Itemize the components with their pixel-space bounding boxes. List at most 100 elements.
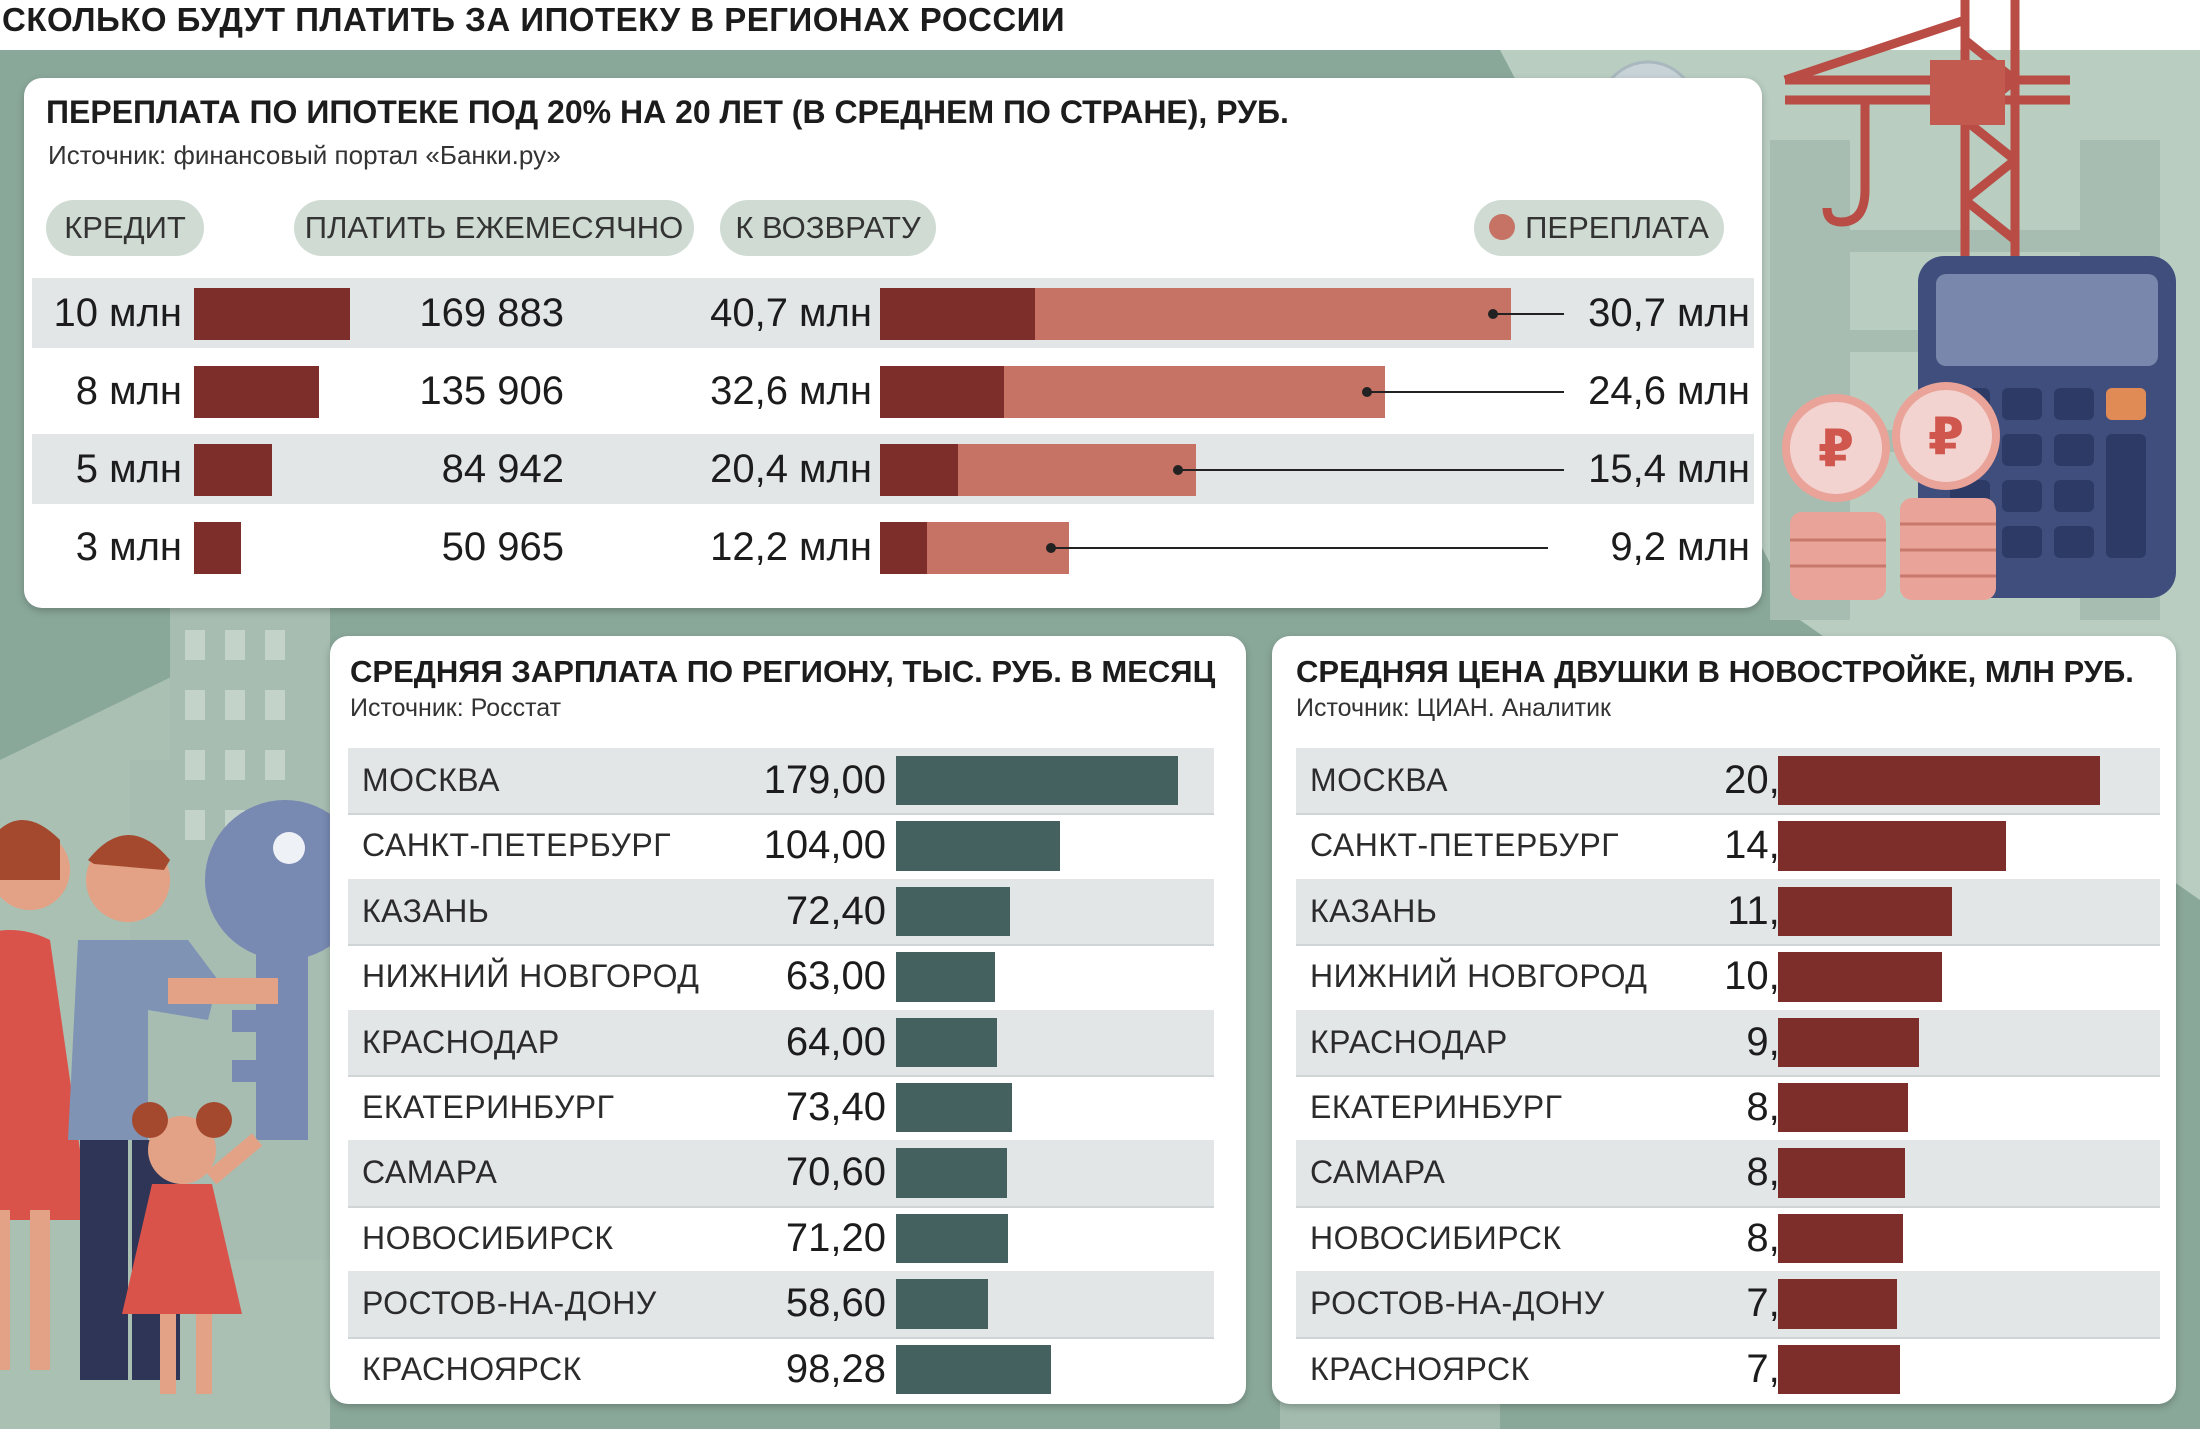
value-label: 70,60 — [785, 1150, 886, 1195]
salary-source: Источник: Росстат — [350, 694, 562, 722]
monthly-payment: 50 965 — [441, 525, 564, 569]
region-label: НОВОСИБИРСК — [1310, 1219, 1562, 1256]
overpay-legend-dot — [1489, 214, 1516, 241]
value-bar — [1778, 1083, 1908, 1133]
value-label: 8,3 — [1746, 1085, 1802, 1129]
region-label: САНКТ-ПЕТЕРБУРГ — [362, 827, 672, 864]
total-label: 20,4 млн — [710, 447, 872, 491]
row-divider — [348, 1075, 1214, 1077]
region-label: КРАСНОДАР — [1310, 1023, 1508, 1060]
value-label: 8,1 — [1746, 1150, 1802, 1195]
value-label: 20,6 — [1724, 758, 1802, 802]
region-label: НИЖНИЙ НОВГОРОД — [1310, 958, 1648, 995]
salary-card: СРЕДНЯЯ ЗАРПЛАТА ПО РЕГИОНУ, ТЫС. РУБ. В… — [330, 636, 1246, 1404]
row-divider — [348, 944, 1214, 947]
row-band — [1296, 1271, 2160, 1337]
credit-label: 3 млн — [75, 525, 182, 569]
region-label: ЕКАТЕРИНБУРГ — [1310, 1089, 1563, 1125]
overpay-label: 15,4 млн — [1564, 434, 1750, 504]
value-bar — [1778, 1279, 1897, 1329]
leader-line — [1492, 313, 1566, 315]
region-label: КАЗАНЬ — [1310, 892, 1438, 929]
value-label: 7,6 — [1746, 1281, 1802, 1326]
price-source: Источник: ЦИАН. Аналитик — [1296, 694, 1611, 722]
overpay-label: 30,7 млн — [1564, 278, 1750, 348]
row-band — [1296, 1009, 2160, 1075]
credit-label: 8 млн — [75, 369, 182, 413]
value-label: 8,0 — [1746, 1215, 1802, 1260]
column-header-total: К ВОЗВРАТУ — [720, 200, 936, 256]
value-bar — [896, 1083, 1012, 1133]
row-band — [1296, 1140, 2160, 1206]
overpay-bar — [926, 522, 1070, 574]
region-label: НИЖНИЙ НОВГОРОД — [362, 958, 700, 995]
value-bar — [896, 1279, 989, 1329]
value-label: 73,40 — [785, 1085, 886, 1129]
credit-bar — [194, 522, 241, 574]
row-band — [348, 1271, 1214, 1337]
overpay-bar — [1004, 366, 1386, 418]
monthly-payment: 135 906 — [419, 369, 564, 413]
overpay-legend-label: ПЕРЕПЛАТА — [1525, 210, 1709, 245]
value-label: 63,00 — [785, 954, 886, 999]
region-label: САМАРА — [1310, 1154, 1446, 1191]
value-bar — [896, 952, 996, 1002]
row-divider — [1296, 1205, 2160, 1208]
value-bar — [1778, 1148, 1905, 1198]
value-label: 71,20 — [785, 1215, 886, 1260]
region-label: КРАСНОЯРСК — [362, 1350, 582, 1387]
value-label: 98,28 — [785, 1346, 886, 1391]
value-bar — [1778, 821, 2007, 871]
overpayment-card: ПЕРЕПЛАТА ПО ИПОТЕКЕ ПОД 20% НА 20 ЛЕТ (… — [24, 78, 1762, 608]
family-icon — [0, 820, 278, 1394]
value-label: 10,5 — [1724, 954, 1802, 999]
value-bar — [1778, 1017, 1919, 1067]
value-bar — [896, 821, 1060, 871]
region-label: САМАРА — [362, 1154, 498, 1191]
row-band — [348, 878, 1214, 945]
value-bar — [1778, 886, 1952, 937]
value-label: 9,0 — [1746, 1019, 1802, 1064]
value-bar — [896, 1344, 1051, 1394]
value-bar — [1778, 952, 1943, 1002]
value-bar — [1778, 1344, 1900, 1394]
monthly-payment: 84 942 — [441, 447, 564, 491]
credit-label: 5 млн — [75, 447, 182, 491]
credit-bar — [194, 366, 319, 418]
value-bar — [896, 1213, 1009, 1264]
region-label: САНКТ-ПЕТЕРБУРГ — [1310, 827, 1620, 864]
price-title: СРЕДНЯЯ ЦЕНА ДВУШКИ В НОВОСТРОЙКЕ, МЛН Р… — [1296, 654, 2134, 689]
leader-line — [1367, 391, 1566, 393]
row-divider — [1296, 1075, 2160, 1077]
overpayment-source: Источник: финансовый портал «Банки.ру» — [48, 140, 561, 170]
row-band — [1296, 878, 2160, 945]
value-label: 7,8 — [1746, 1346, 1802, 1391]
value-bar — [896, 1148, 1008, 1198]
value-label: 64,00 — [785, 1019, 886, 1064]
row-divider — [348, 1336, 1214, 1339]
value-bar — [1778, 756, 2100, 806]
credit-bar — [194, 444, 272, 496]
key-icon — [205, 800, 365, 1140]
value-label: 104,00 — [763, 823, 886, 868]
row-divider — [348, 1205, 1214, 1208]
credit-label: 10 млн — [53, 291, 182, 335]
column-header-overpay: ПЕРЕПЛАТА — [1474, 200, 1724, 256]
overpay-bar — [957, 444, 1197, 496]
principal-bar — [880, 366, 1004, 418]
row-divider — [348, 813, 1214, 816]
column-header-monthly: ПЛАТИТЬ ЕЖЕМЕСЯЧНО — [294, 200, 694, 256]
total-label: 32,6 млн — [710, 369, 872, 413]
total-label: 12,2 млн — [710, 525, 872, 569]
column-header-credit: КРЕДИТ — [46, 200, 204, 256]
row-divider — [1296, 813, 2160, 816]
overpayment-title: ПЕРЕПЛАТА ПО ИПОТЕКЕ ПОД 20% НА 20 ЛЕТ (… — [46, 94, 1289, 130]
value-label: 14,6 — [1724, 823, 1802, 868]
value-bar — [1778, 1213, 1904, 1264]
svg-text:₽: ₽ — [1818, 419, 1854, 479]
price-card: СРЕДНЯЯ ЦЕНА ДВУШКИ В НОВОСТРОЙКЕ, МЛН Р… — [1272, 636, 2176, 1404]
value-label: 179,00 — [763, 758, 886, 802]
region-label: НОВОСИБИРСК — [362, 1219, 614, 1256]
row-band — [348, 1140, 1214, 1206]
region-label: ЕКАТЕРИНБУРГ — [362, 1089, 615, 1125]
